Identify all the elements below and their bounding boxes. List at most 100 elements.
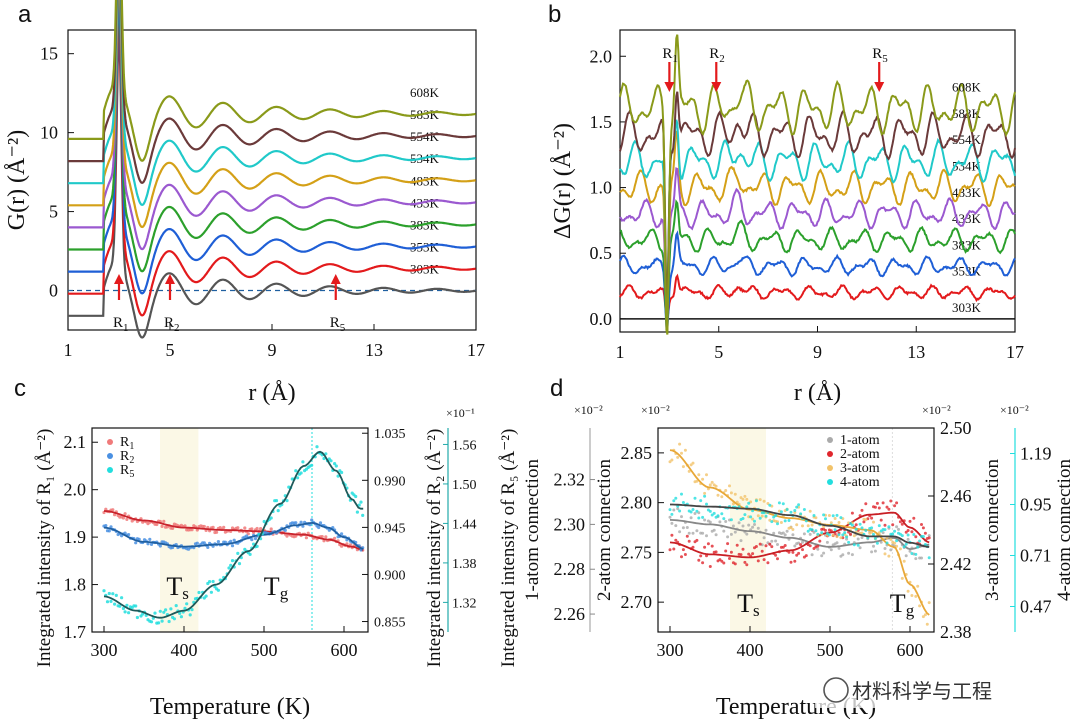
point-1-atom xyxy=(731,524,735,528)
point-R5 xyxy=(322,456,326,461)
axis3-title: 3-atom connection xyxy=(982,459,1003,601)
point-2-atom xyxy=(804,554,808,558)
point-4-atom xyxy=(839,516,843,520)
x-tick-label: 500 xyxy=(817,640,844,660)
point-4-atom xyxy=(697,516,701,520)
point-2-atom xyxy=(697,558,701,562)
point-4-atom xyxy=(852,543,856,547)
point-3-atom xyxy=(703,491,707,495)
subscript: 1 xyxy=(123,322,129,334)
point-3-atom xyxy=(827,514,831,517)
point-1-atom xyxy=(670,521,674,525)
point-2-atom xyxy=(862,520,866,524)
point-1-atom xyxy=(689,516,693,520)
point-4-atom xyxy=(729,518,733,522)
point-2-atom xyxy=(714,550,718,554)
point-2-atom xyxy=(706,542,710,546)
x-tick-label: 1 xyxy=(64,340,73,360)
point-R5 xyxy=(204,594,208,598)
point-4-atom xyxy=(900,534,904,538)
point-4-atom xyxy=(754,499,758,503)
point-2-atom xyxy=(860,508,864,512)
point-1-atom xyxy=(802,532,806,536)
legend-marker-R1 xyxy=(107,439,113,445)
point-3-atom xyxy=(877,531,881,535)
point-2-atom xyxy=(728,557,731,560)
point-2-atom xyxy=(870,516,874,520)
point-4-atom xyxy=(820,531,824,535)
point-3-atom xyxy=(697,473,701,477)
point-4-atom xyxy=(783,519,787,523)
point-R5 xyxy=(153,611,157,615)
point-4-atom xyxy=(814,529,818,533)
point-2-atom xyxy=(879,518,883,522)
subscript: s xyxy=(182,584,189,603)
axis1-title: 1-atom connection xyxy=(522,459,543,601)
point-4-atom xyxy=(810,528,814,532)
point-4-atom xyxy=(770,520,774,524)
point-3-atom xyxy=(910,594,914,597)
point-4-atom xyxy=(743,513,747,517)
x-tick-label: 500 xyxy=(251,640,278,660)
point-R5 xyxy=(354,494,358,499)
point-4-atom xyxy=(858,522,862,526)
point-1-atom xyxy=(714,533,718,537)
x-tick-label: 600 xyxy=(897,640,924,660)
point-3-atom xyxy=(839,536,843,540)
point-1-atom xyxy=(747,523,751,527)
point-4-atom xyxy=(850,523,854,527)
point-2-atom xyxy=(816,544,820,548)
point-R2 xyxy=(294,521,298,525)
y-tick-label: 1.0 xyxy=(590,178,613,198)
point-4-atom xyxy=(824,517,827,521)
x-tick-label: 400 xyxy=(171,640,198,660)
point-4-atom xyxy=(860,526,864,530)
point-R2 xyxy=(229,539,233,544)
x-axis-title: r (Å) xyxy=(248,380,295,406)
point-3-atom xyxy=(789,526,793,529)
point-3-atom xyxy=(893,541,897,545)
y-axis-title-r5: Integrated intensity of R₅ (Å⁻²) xyxy=(498,429,519,668)
point-R5 xyxy=(105,600,110,604)
point-3-atom xyxy=(906,589,910,593)
point-R5 xyxy=(107,591,111,596)
point-2-atom xyxy=(724,549,728,553)
point-2-atom xyxy=(904,530,908,534)
a1-tick-label: 2.26 xyxy=(554,604,586,624)
point-2-atom xyxy=(921,526,925,530)
point-2-atom xyxy=(747,552,751,556)
r5-tick-label: 1.32 xyxy=(452,596,477,611)
y-tick-label: 1.7 xyxy=(64,622,87,642)
point-3-atom xyxy=(676,455,680,459)
point-2-atom xyxy=(808,544,812,548)
point-4-atom xyxy=(762,511,766,515)
point-R1 xyxy=(160,524,164,529)
point-3-atom xyxy=(695,479,699,483)
point-R5 xyxy=(216,588,220,592)
point-2-atom xyxy=(781,545,785,549)
point-R1 xyxy=(250,527,254,531)
point-4-atom xyxy=(720,512,724,516)
point-3-atom xyxy=(925,622,929,626)
point-3-atom xyxy=(806,524,810,528)
point-3-atom xyxy=(751,517,755,521)
point-4-atom xyxy=(753,519,756,523)
point-R1 xyxy=(324,535,328,539)
curve-label-554K: 554K xyxy=(952,132,982,147)
point-R1 xyxy=(259,527,263,531)
point-R5 xyxy=(262,519,266,524)
point-R5 xyxy=(149,620,154,624)
arrow-head xyxy=(711,82,722,92)
point-4-atom xyxy=(841,533,845,537)
point-1-atom xyxy=(753,523,756,526)
point-R2 xyxy=(109,525,113,529)
point-4-atom xyxy=(877,524,881,528)
point-R1 xyxy=(155,522,159,527)
a2-tick-label: 2.80 xyxy=(621,493,653,513)
point-1-atom xyxy=(883,547,887,550)
a3-tick-label: 2.42 xyxy=(940,554,972,574)
point-R2 xyxy=(146,542,150,546)
point-2-atom xyxy=(914,535,918,539)
point-4-atom xyxy=(910,552,914,555)
point-3-atom xyxy=(808,509,812,513)
